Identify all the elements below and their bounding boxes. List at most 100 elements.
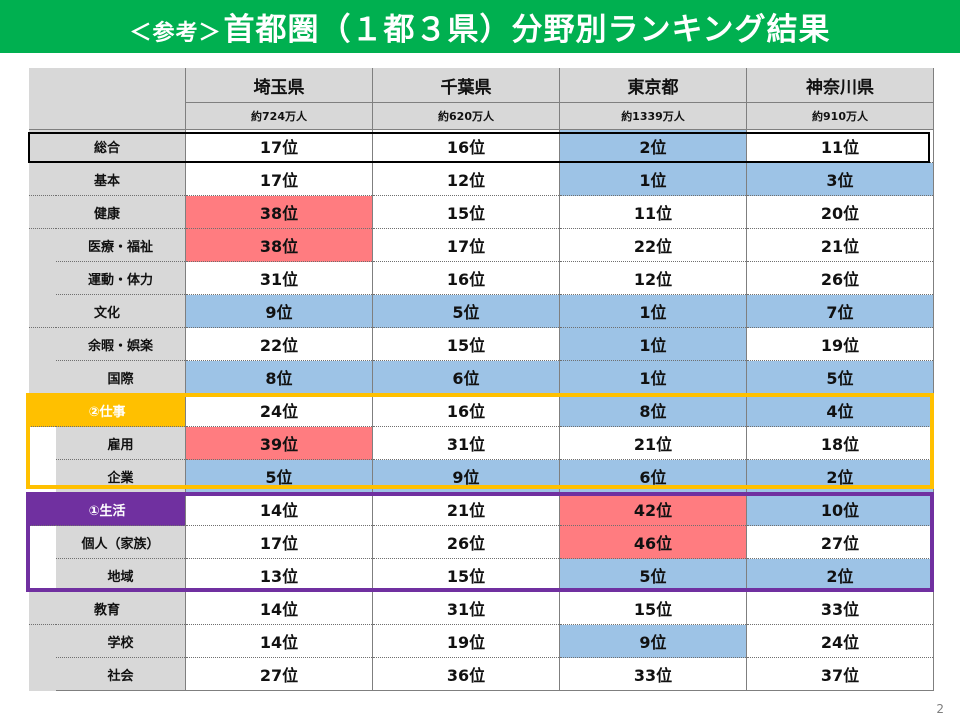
ranking-table: 埼玉県 千葉県 東京都 神奈川県 約724万人 約620万人 約1339万人 約… [29,68,934,691]
table-row: 学校 14位 19位 9位 24位 [29,624,934,658]
rank-cell: 16位 [372,129,560,163]
rank-cell: 9位 [185,294,373,328]
rank-cell: 24位 [746,624,934,658]
rank-cell: 1位 [559,162,747,196]
rank-cell: 31位 [372,426,560,460]
rank-cell: 5位 [185,459,373,493]
rank-cell: 14位 [185,591,373,625]
prefecture-saitama: 埼玉県 [185,68,373,103]
rank-cell: 6位 [559,459,747,493]
rank-cell: 5位 [746,360,934,394]
indent-gap [29,657,56,691]
row-label: 社会 [56,657,186,691]
rank-cell: 3位 [746,162,934,196]
population-saitama: 約724万人 [185,102,373,130]
table-row: 医療・福祉 38位 17位 22位 21位 [29,228,934,262]
rank-cell: 19位 [746,327,934,361]
row-label: 個人（家族） [56,525,186,559]
title-main: 首都圏（１都３県）分野別ランキング結果 [223,12,831,48]
rank-cell: 17位 [185,525,373,559]
row-label-work: ②仕事 [29,393,186,427]
indent-gap [29,426,56,460]
table-row: ①生活 14位 21位 42位 10位 [29,492,934,526]
rank-cell: 1位 [559,360,747,394]
table-row: 雇用 39位 31位 21位 18位 [29,426,934,460]
row-label: 基本 [29,162,186,196]
rank-cell: 22位 [559,228,747,262]
rank-cell: 36位 [372,657,560,691]
rank-cell: 12位 [372,162,560,196]
table-row: 基本 17位 12位 1位 3位 [29,162,934,196]
rank-cell: 6位 [372,360,560,394]
table-corner [29,68,186,130]
rank-cell: 21位 [372,492,560,526]
table-row: 地域 13位 15位 5位 2位 [29,558,934,592]
row-label: 学校 [56,624,186,658]
row-label-life: ①生活 [29,492,186,526]
row-label: 総合 [29,129,186,163]
page-title: ＜参考＞首都圏（１都３県）分野別ランキング結果 [129,4,830,49]
rank-cell: 15位 [372,558,560,592]
rank-cell: 19位 [372,624,560,658]
row-label: 余暇・娯楽 [56,327,186,361]
rank-cell: 38位 [185,228,373,262]
rank-cell: 15位 [372,195,560,229]
rank-cell: 27位 [746,525,934,559]
rank-cell: 9位 [372,459,560,493]
rank-cell: 12位 [559,261,747,295]
rank-cell: 33位 [746,591,934,625]
page-number: 2 [936,702,944,716]
rank-cell: 16位 [372,261,560,295]
indent-gap [29,459,56,493]
rank-cell: 16位 [372,393,560,427]
prefecture-tokyo: 東京都 [559,68,747,103]
rank-cell: 27位 [185,657,373,691]
rank-cell: 20位 [746,195,934,229]
rank-cell: 2位 [746,459,934,493]
rank-cell: 5位 [372,294,560,328]
table-row: 国際 8位 6位 1位 5位 [29,360,934,394]
row-label: 教育 [29,591,186,625]
title-bar: ＜参考＞首都圏（１都３県）分野別ランキング結果 [0,0,960,53]
indent-gap [29,360,56,394]
rank-cell: 1位 [559,294,747,328]
rank-cell: 46位 [559,525,747,559]
rank-cell: 1位 [559,327,747,361]
rank-cell: 11位 [559,195,747,229]
rank-cell: 17位 [185,129,373,163]
indent-gap [29,525,56,559]
rank-cell: 9位 [559,624,747,658]
row-label: 医療・福祉 [56,228,186,262]
table-row: 余暇・娯楽 22位 15位 1位 19位 [29,327,934,361]
prefecture-chiba: 千葉県 [372,68,560,103]
table-row: 運動・体力 31位 16位 12位 26位 [29,261,934,295]
prefecture-kanagawa: 神奈川県 [746,68,934,103]
table-row: 社会 27位 36位 33位 37位 [29,657,934,691]
prefecture-header-row: 埼玉県 千葉県 東京都 神奈川県 [29,68,934,130]
indent-gap [29,261,56,295]
row-label: 健康 [29,195,186,229]
row-label: 企業 [56,459,186,493]
rank-cell: 31位 [185,261,373,295]
row-label: 国際 [56,360,186,394]
rank-cell: 13位 [185,558,373,592]
rank-cell: 37位 [746,657,934,691]
rank-cell: 15位 [372,327,560,361]
rank-cell: 38位 [185,195,373,229]
table-row: 個人（家族） 17位 26位 46位 27位 [29,525,934,559]
rank-cell: 42位 [559,492,747,526]
rank-cell: 14位 [185,492,373,526]
rank-cell: 5位 [559,558,747,592]
indent-gap [29,228,56,262]
row-label: 文化 [29,294,186,328]
rank-cell: 4位 [746,393,934,427]
rank-cell: 11位 [746,129,934,163]
table-row: ②仕事 24位 16位 8位 4位 [29,393,934,427]
indent-gap [29,624,56,658]
rank-cell: 26位 [372,525,560,559]
rank-cell: 21位 [559,426,747,460]
row-label: 運動・体力 [56,261,186,295]
table-row: 教育 14位 31位 15位 33位 [29,591,934,625]
rank-cell: 26位 [746,261,934,295]
population-row: 約724万人 約620万人 約1339万人 約910万人 [29,102,934,130]
